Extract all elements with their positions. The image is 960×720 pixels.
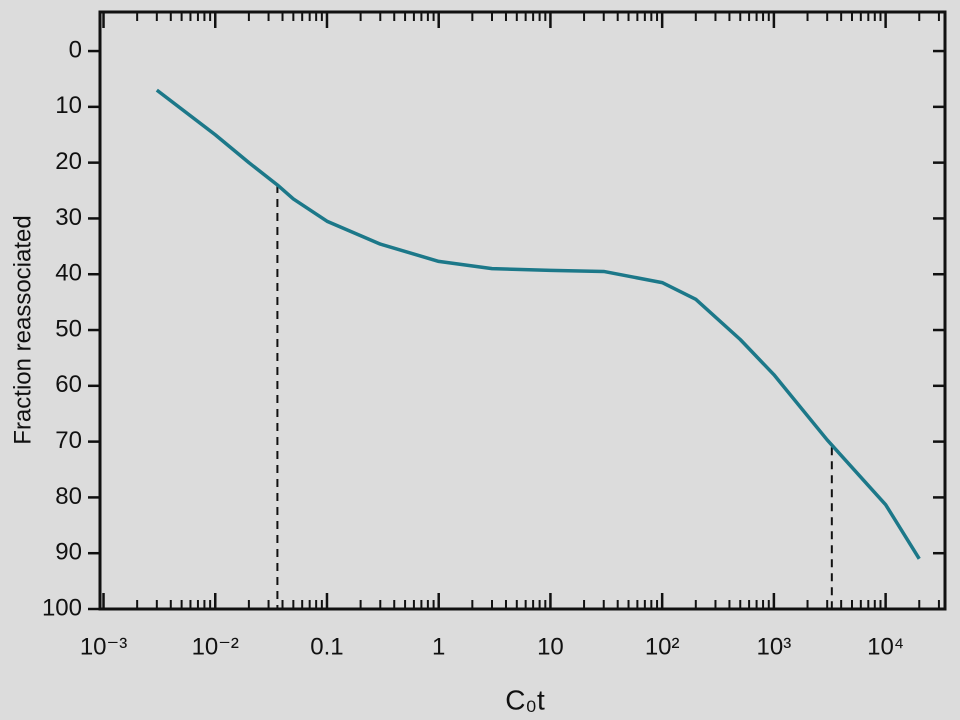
x-tick-label: 10³ <box>757 633 792 660</box>
y-tick-label: 20 <box>55 148 82 175</box>
y-tick-label: 0 <box>69 36 82 63</box>
x-tick-label: 10² <box>645 633 680 660</box>
x-tick-label: 1 <box>432 633 445 660</box>
x-tick-label: 10 <box>537 633 564 660</box>
data-line <box>155 88 921 560</box>
y-tick-label: 100 <box>42 594 82 621</box>
y-tick-label: 80 <box>55 483 82 510</box>
y-axis-label: Fraction reassociated <box>9 215 36 444</box>
y-tick-label: 30 <box>55 204 82 231</box>
y-tick-label: 90 <box>55 539 82 566</box>
y-tick-label: 10 <box>55 92 82 119</box>
x-tick-label: 10⁻³ <box>80 633 127 660</box>
plot-frame <box>98 10 947 611</box>
y-tick-label: 60 <box>55 371 82 398</box>
x-tick-label: 10⁻² <box>192 633 239 660</box>
y-tick-label: 40 <box>55 260 82 287</box>
y-tick-label: 70 <box>55 427 82 454</box>
x-axis-label: C₀t <box>505 684 545 715</box>
x-tick-label: 10⁴ <box>867 633 904 660</box>
y-tick-label: 50 <box>55 315 82 342</box>
x-tick-label: 0.1 <box>310 633 343 660</box>
